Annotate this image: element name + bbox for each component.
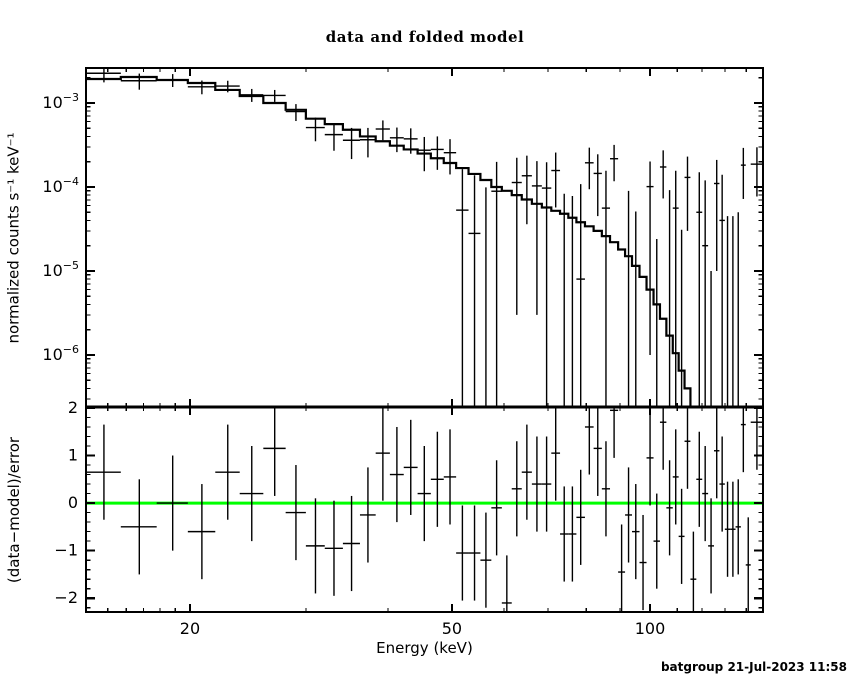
svg-text:−2: −2 [54, 588, 78, 607]
svg-text:10−4: 10−4 [42, 175, 79, 196]
svg-text:2: 2 [68, 398, 78, 417]
plot-title: data and folded model [325, 28, 525, 46]
y-axis-label-residuals: (data−model)/error [5, 436, 24, 583]
svg-text:0: 0 [68, 493, 78, 512]
spectrum-data-points [86, 68, 763, 407]
svg-text:10−3: 10−3 [42, 91, 79, 112]
model-histogram [86, 75, 698, 407]
tick-labels: 20 50 100 10−3 10−4 10−5 10−6 2 1 0 −1 −2 [42, 91, 665, 638]
axis-ticks [86, 68, 763, 612]
residual-data-points [86, 407, 763, 612]
svg-text:10−6: 10−6 [42, 343, 79, 364]
x-axis-label: Energy (keV) [376, 639, 473, 657]
svg-text:10−5: 10−5 [42, 259, 79, 280]
plot-footer-timestamp: batgroup 21-Jul-2023 11:58 [660, 660, 847, 674]
svg-text:1: 1 [68, 446, 78, 465]
svg-text:−1: −1 [54, 541, 78, 560]
svg-text:50: 50 [442, 619, 462, 638]
y-axis-label-spectrum: normalized counts s⁻¹ keV⁻¹ [5, 131, 24, 344]
svg-text:100: 100 [635, 619, 666, 638]
svg-text:20: 20 [180, 619, 200, 638]
